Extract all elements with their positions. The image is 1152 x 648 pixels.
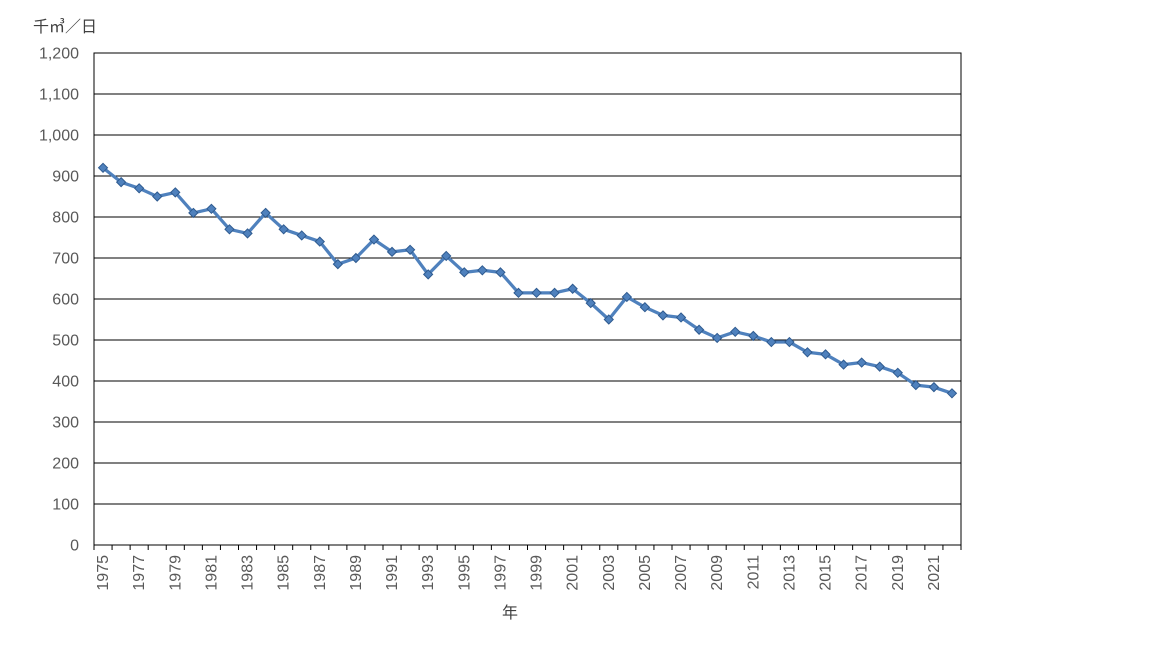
- y-tick-label: 400: [52, 374, 79, 391]
- data-point: [693, 324, 705, 335]
- data-point: [350, 252, 362, 264]
- data-point: [170, 187, 181, 198]
- x-tick-label: 1993: [420, 555, 437, 591]
- data-point: [314, 236, 325, 247]
- data-line: [101, 166, 954, 395]
- x-tick-label: 2015: [818, 555, 835, 591]
- data-point: [531, 287, 542, 299]
- y-tick-label: 700: [52, 251, 79, 268]
- data-point: [766, 336, 777, 348]
- y-tick-label: 500: [52, 333, 79, 350]
- x-tick-label: 2013: [781, 555, 798, 591]
- data-point: [242, 228, 253, 239]
- data-point: [748, 330, 759, 342]
- x-tick-label: 2017: [854, 555, 871, 591]
- data-point: [910, 379, 922, 391]
- x-tick-label: 1977: [131, 555, 148, 591]
- x-tick-label: 2003: [601, 555, 618, 591]
- x-tick-label: 2001: [565, 555, 582, 591]
- data-point: [278, 224, 289, 235]
- y-tick-label: 100: [52, 497, 79, 514]
- data-point: [549, 287, 560, 299]
- data-point: [152, 191, 163, 202]
- x-tick-label: 2007: [673, 555, 690, 591]
- data-point: [856, 357, 867, 368]
- y-tick-label: 0: [70, 538, 79, 555]
- x-tick-label: 2019: [890, 555, 907, 591]
- x-tick-label: 1999: [529, 555, 546, 591]
- data-point: [820, 349, 831, 360]
- data-point: [513, 287, 524, 299]
- data-point: [657, 310, 669, 321]
- data-point: [730, 326, 741, 338]
- x-tick-label: 1975: [95, 555, 112, 591]
- data-point: [477, 265, 488, 276]
- data-point: [639, 301, 651, 313]
- x-tick-label: 2005: [637, 555, 654, 591]
- data-point: [296, 230, 307, 241]
- data-point: [224, 224, 235, 235]
- data-point: [368, 234, 380, 245]
- x-tick-label: 1983: [240, 555, 257, 591]
- x-tick-label: 1981: [203, 555, 220, 591]
- data-point: [115, 176, 127, 188]
- data-point: [441, 250, 452, 262]
- x-tick-label: 2009: [709, 555, 726, 591]
- data-point: [495, 267, 506, 278]
- data-point: [784, 336, 795, 348]
- data-point: [585, 297, 596, 309]
- axes: [93, 52, 962, 550]
- x-tick-label: 2011: [745, 555, 762, 590]
- data-series: [97, 162, 958, 399]
- data-point: [97, 162, 109, 174]
- gridlines: [94, 93, 961, 505]
- x-tick-label: 1979: [167, 555, 184, 591]
- y-tick-label: 1,100: [39, 87, 79, 104]
- x-tick-label: 1991: [384, 555, 401, 591]
- tick-labels: 0 100 200 300 400 500 600 700 800 900 1,000 1,100 1,…: [39, 46, 943, 591]
- x-tick-label: 1997: [492, 555, 509, 591]
- data-point: [404, 244, 416, 256]
- data-point: [928, 381, 940, 393]
- data-point: [422, 269, 434, 280]
- y-tick-label: 1,000: [39, 128, 79, 145]
- data-point: [874, 361, 885, 372]
- y-axis-title: 千㎥／日: [33, 18, 97, 36]
- y-tick-label: 900: [52, 169, 79, 186]
- data-point: [188, 207, 199, 219]
- data-point: [459, 267, 470, 278]
- y-tick-label: 800: [52, 210, 79, 227]
- data-point: [711, 332, 723, 344]
- x-tick-label: 1995: [456, 555, 473, 591]
- data-point: [133, 183, 145, 194]
- data-point: [838, 359, 849, 370]
- data-point: [946, 388, 958, 399]
- data-point: [892, 367, 903, 379]
- y-tick-label: 1,200: [39, 46, 79, 63]
- data-point: [567, 283, 578, 294]
- x-tick-label: 1989: [348, 555, 365, 591]
- x-axis-title: 年: [502, 604, 518, 622]
- x-tick-label: 1987: [312, 555, 329, 591]
- data-point: [675, 312, 687, 323]
- data-point: [332, 258, 344, 270]
- data-point: [386, 246, 398, 258]
- y-tick-label: 200: [52, 456, 79, 473]
- data-point: [802, 347, 813, 358]
- data-point: [603, 314, 614, 325]
- x-tick-label: 1985: [276, 555, 293, 591]
- data-point: [206, 203, 217, 215]
- data-point: [621, 291, 633, 303]
- data-point: [260, 207, 271, 219]
- y-tick-label: 600: [52, 292, 79, 309]
- x-tick-label: 2021: [926, 555, 943, 591]
- y-tick-label: 300: [52, 415, 79, 432]
